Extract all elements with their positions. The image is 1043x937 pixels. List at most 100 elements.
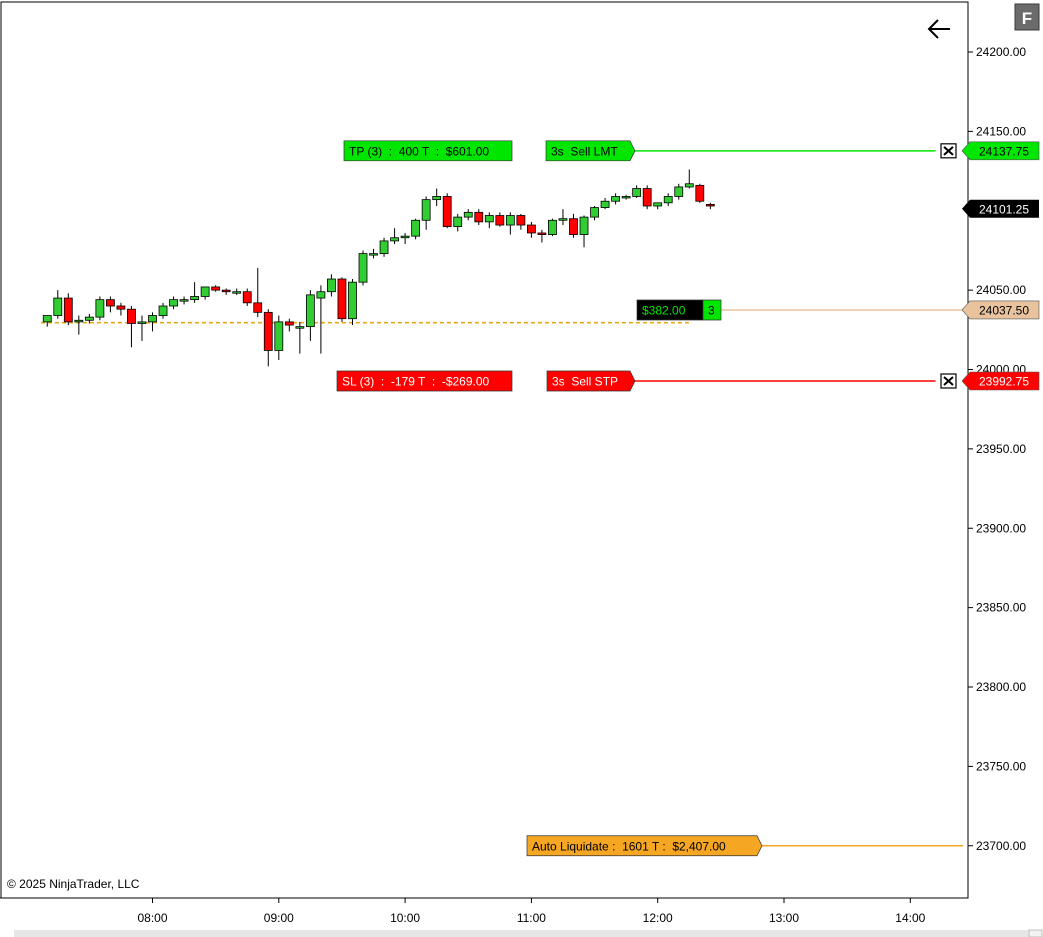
horizontal-scrollbar[interactable] — [14, 930, 1029, 937]
candle — [42, 315, 52, 327]
copyright-text: © 2025 NinjaTrader, LLC — [7, 877, 140, 891]
candle — [53, 290, 63, 319]
stop-loss-order-tag-label: 3s Sell STP — [552, 375, 618, 389]
x-tick-label: 11:00 — [517, 911, 546, 925]
candle — [653, 202, 663, 210]
stop-loss-summary[interactable]: SL (3) : -179 T : -$269.00 — [336, 370, 513, 392]
arrow-left-icon[interactable] — [927, 19, 950, 39]
candle — [463, 209, 473, 221]
candle — [548, 218, 557, 237]
candle-body — [663, 196, 673, 204]
candle-body — [548, 219, 557, 235]
candle-body — [411, 219, 421, 237]
candle — [590, 205, 599, 221]
candle — [663, 193, 673, 206]
candle — [242, 288, 252, 306]
close-x-icon[interactable] — [940, 143, 957, 159]
close-x-icon[interactable] — [940, 373, 957, 389]
candle-body — [474, 211, 484, 223]
candle-body — [53, 297, 63, 316]
candle — [348, 279, 357, 326]
candle-body — [432, 196, 442, 201]
candle-body — [537, 232, 547, 235]
x-tick-label: 10:00 — [390, 911, 420, 925]
y-tick-label: 23700.00 — [976, 839, 1026, 853]
candle-body — [495, 215, 505, 226]
candle-body — [642, 188, 652, 207]
candle — [474, 209, 484, 226]
last-price-label: 24101.25 — [979, 202, 1029, 216]
candle-body — [253, 302, 263, 313]
candle — [295, 321, 305, 354]
auto-liquidate-tag[interactable]: Auto Liquidate : 1601 T : $2,407.00 — [526, 835, 763, 857]
y-tick-label: 24050.00 — [976, 283, 1026, 297]
y-tick-label: 23750.00 — [976, 759, 1026, 773]
candle — [369, 248, 378, 259]
candle-body — [305, 294, 315, 328]
candle — [284, 318, 294, 332]
position-pnl-tag[interactable]: $382.00 — [636, 299, 704, 321]
candle-body — [611, 196, 620, 202]
take-profit-summary[interactable]: TP (3) : 400 T : $601.00 — [343, 140, 513, 162]
candle — [116, 302, 126, 316]
take-profit-order-tag[interactable]: 3s Sell LMT — [545, 140, 636, 162]
candle-body — [158, 305, 168, 316]
candle-body — [95, 299, 105, 318]
candle — [642, 185, 652, 210]
price-tag-label: 23992.75 — [979, 375, 1029, 389]
candle — [274, 315, 284, 360]
candle — [316, 285, 326, 354]
candle — [263, 309, 273, 367]
candle — [127, 306, 136, 348]
candle — [200, 286, 210, 300]
candle-body — [358, 253, 368, 283]
candle-body — [505, 215, 515, 226]
candle — [537, 229, 547, 243]
y-tick-label: 24200.00 — [976, 45, 1026, 59]
candle — [421, 196, 431, 230]
candle — [106, 296, 115, 313]
f-button-label: F — [1022, 9, 1032, 28]
candle-body — [442, 196, 452, 228]
scrollbar-corner — [1028, 929, 1043, 937]
candle — [611, 193, 620, 205]
candle — [505, 212, 515, 235]
candle-body — [653, 202, 663, 207]
candle — [453, 213, 463, 232]
y-tick-label: 23800.00 — [976, 680, 1026, 694]
x-tick-label: 08:00 — [137, 911, 167, 925]
candle — [74, 315, 84, 335]
last-price-shape — [962, 199, 1039, 218]
auto-liquidate-tag-label: Auto Liquidate : 1601 T : $2,407.00 — [532, 839, 726, 853]
candle-body — [42, 315, 52, 323]
candle-body — [148, 315, 157, 323]
candle-body — [242, 291, 252, 304]
x-tick-label: 14:00 — [895, 911, 925, 925]
stop-loss-order-tag[interactable]: 3s Sell STP — [546, 370, 636, 392]
candle-body — [221, 289, 231, 293]
candle — [411, 218, 421, 240]
candle — [569, 213, 578, 238]
f-button[interactable]: F — [1014, 3, 1040, 31]
candle — [211, 285, 221, 292]
candle — [579, 215, 589, 248]
y-tick-label: 23850.00 — [976, 601, 1026, 615]
candle-body — [200, 286, 210, 297]
candle — [558, 209, 568, 226]
position-quantity-tag[interactable]: 3 — [702, 299, 722, 321]
candle — [442, 193, 452, 229]
candle — [95, 296, 105, 321]
position-quantity-tag-bg — [702, 299, 722, 321]
stop-loss-summary-bg — [336, 370, 513, 392]
price-tag-label: 24137.75 — [979, 144, 1029, 158]
candle-body — [621, 196, 631, 199]
candle — [674, 183, 684, 200]
candle — [179, 296, 189, 305]
take-profit-price-tag: 24137.75 — [961, 141, 1040, 161]
candle-body — [295, 326, 305, 329]
candle — [148, 312, 157, 332]
candle-body — [453, 216, 463, 228]
y-tick-label: 23950.00 — [976, 442, 1026, 456]
candle-body — [684, 183, 694, 188]
